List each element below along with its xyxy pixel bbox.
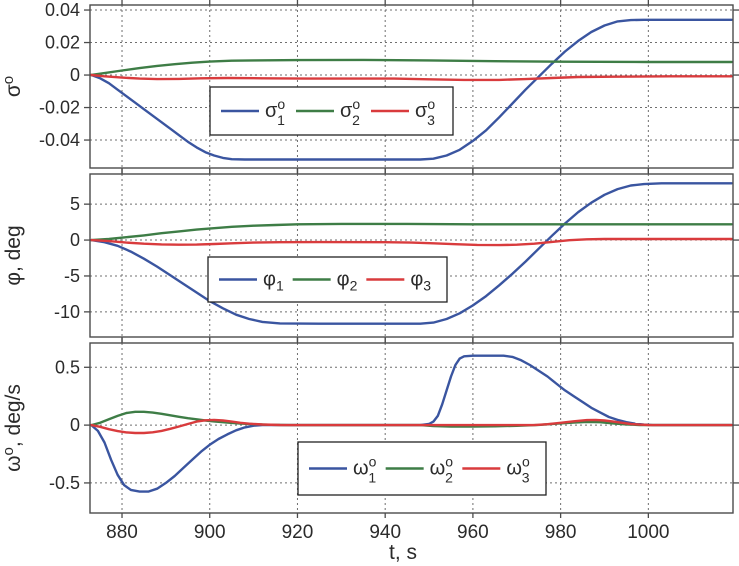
x-tick-label: 980 [545, 522, 577, 543]
x-tick-label: 900 [194, 522, 226, 543]
legend-entry-label: ωo 3 [506, 454, 530, 486]
legend-entry-label: ωo 1 [353, 454, 377, 486]
series-line-phi1 [90, 182, 733, 325]
legend-entry-label: σo 3 [415, 96, 435, 128]
series-line-phi2 [90, 222, 733, 242]
y-tick-label: 0.02 [45, 33, 80, 53]
plot-border [89, 4, 734, 169]
y-tick-label: -0.02 [39, 98, 80, 118]
y-axis-title: σo [0, 76, 25, 97]
y-axis-title: ωo, deg/s [0, 384, 25, 472]
y-axis-title: φ, deg [2, 225, 25, 285]
legend-entry-label: σo 1 [265, 96, 285, 128]
y-tick-label: 5 [70, 194, 80, 214]
series-line-sigma3 [90, 73, 733, 82]
x-tick-label: 920 [282, 522, 314, 543]
y-tick-label: -0.04 [39, 130, 80, 150]
y-tick-label: 0.04 [45, 0, 80, 20]
y-tick-label: -5 [64, 266, 80, 286]
y-tick-label: 0 [70, 230, 80, 250]
x-tick-label: 1000 [627, 522, 669, 543]
subplot-sigma: 0.04 0.02 0 -0.02 -0.04 σo 1 σo 2 σo 3 σo [0, 0, 739, 173]
x-tick-label: 880 [106, 522, 138, 543]
legend: σo 1 σo 2 σo 3 [209, 86, 454, 136]
series-line-sigma2 [90, 58, 733, 77]
y-tick-label: 0.5 [55, 357, 80, 377]
subplots-group: 0.04 0.02 0 -0.02 -0.04 σo 1 σo 2 σo 3 σo 5 0 -5 -10 φ1 φ… [0, 0, 739, 543]
series-line-omega1 [90, 354, 733, 493]
legend-entry-label: σo 2 [340, 96, 360, 128]
x-tick-label: 940 [369, 522, 401, 543]
legend: φ1 φ2 φ3 [207, 256, 448, 303]
legend: ωo 1 ωo 2 ωo 3 [297, 441, 547, 496]
y-tick-label: -10 [54, 302, 80, 322]
plot-border [89, 173, 734, 338]
y-tick-label: 0 [70, 65, 80, 85]
x-tick-label: 960 [457, 522, 489, 543]
y-tick-label: -0.5 [49, 473, 80, 493]
subplot-omega: 0.5 0 -0.5 ωo 1 ωo 2 ωo 3 ωo, deg/s [0, 338, 739, 518]
plot-border [89, 342, 734, 514]
series-line-sigma1 [90, 18, 733, 161]
series-line-phi3 [90, 237, 733, 247]
subplot-phi: 5 0 -5 -10 φ1 φ2 φ3 φ, deg [2, 169, 739, 342]
series-line-omega3 [90, 418, 733, 435]
legend-entry-label: ωo 2 [430, 454, 454, 486]
y-tick-label: 0 [70, 415, 80, 435]
x-axis-title: t, s [389, 541, 417, 564]
